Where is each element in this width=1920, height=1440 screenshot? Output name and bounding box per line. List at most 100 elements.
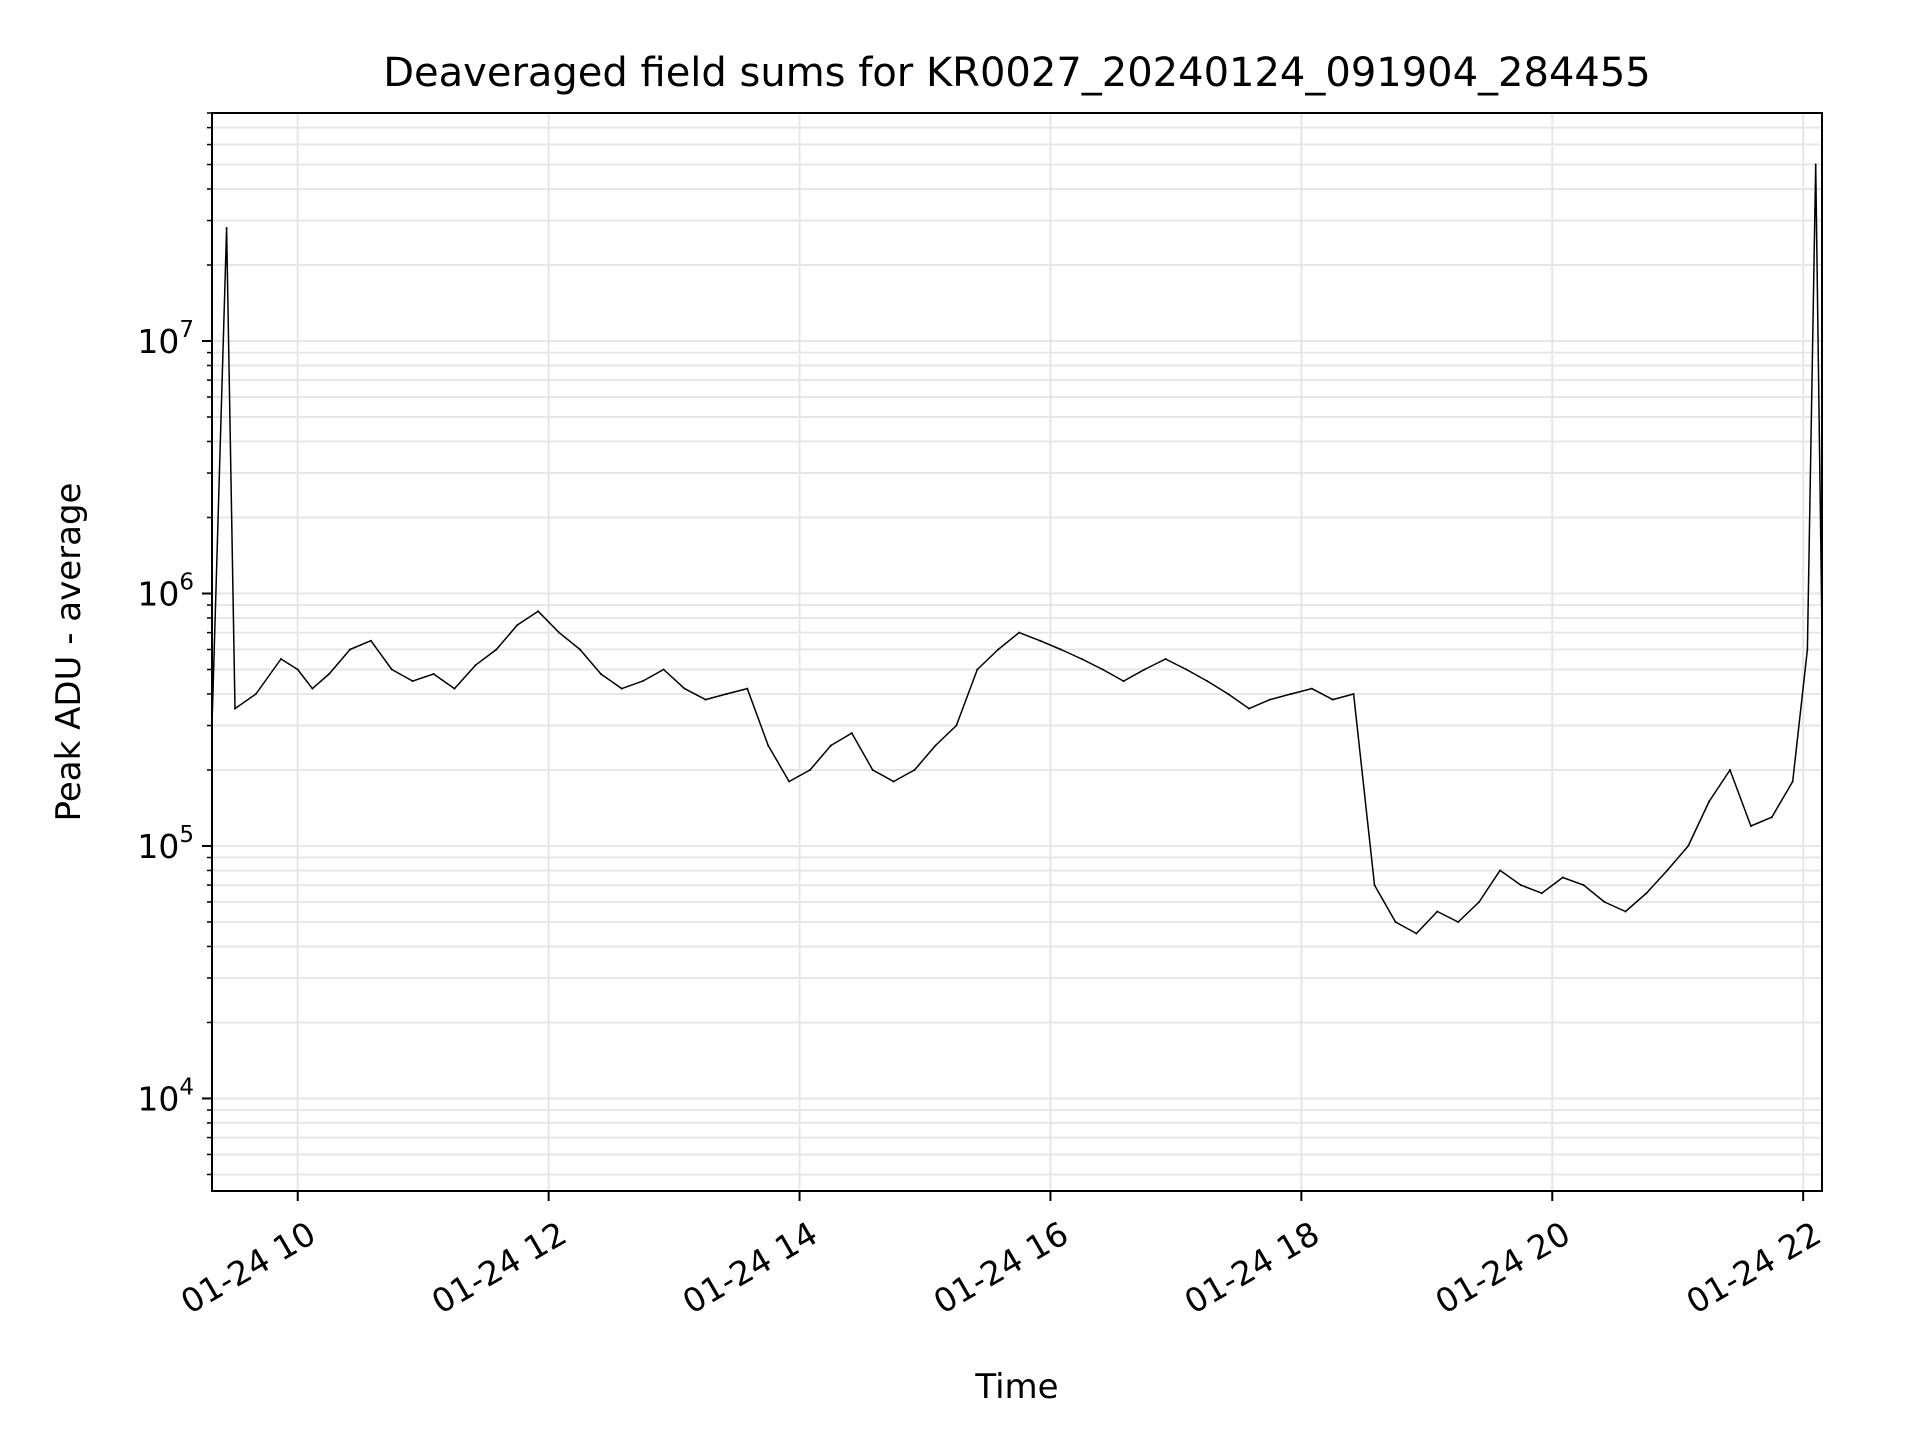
x-tick-label: 01-24 18 xyxy=(1178,1214,1326,1322)
y-tick-label: 106 xyxy=(137,569,194,613)
data-point xyxy=(254,693,257,695)
data-point xyxy=(1122,680,1125,683)
data-point xyxy=(1582,884,1585,887)
data-point xyxy=(280,658,282,660)
x-tick-label: 01-24 12 xyxy=(425,1214,573,1322)
y-tick-label: 104 xyxy=(137,1074,194,1118)
y-tick-exponent: 7 xyxy=(179,317,194,343)
data-point xyxy=(1708,800,1711,803)
data-point xyxy=(1436,910,1439,913)
y-tick-base: 10 xyxy=(137,1079,179,1118)
x-tick-label: 01-24 10 xyxy=(174,1214,322,1322)
y-tick-label: 107 xyxy=(137,317,194,361)
ticks: 01-24 10 01-24 12 01-24 14 01-24 16 01-24 18… xyxy=(137,112,1828,1322)
data-point xyxy=(579,648,581,651)
data-point xyxy=(662,668,665,671)
data-point xyxy=(788,780,791,783)
data-point xyxy=(369,639,372,642)
data-point xyxy=(1373,884,1376,887)
data-point xyxy=(955,724,958,727)
y-tick-exponent: 6 xyxy=(179,569,194,595)
data-point xyxy=(683,687,686,690)
data-point xyxy=(1039,639,1041,642)
plot-area xyxy=(211,163,1823,935)
data-point xyxy=(976,668,979,671)
data-point xyxy=(1645,892,1648,895)
y-tick-base: 10 xyxy=(137,322,179,361)
y-tick-base: 10 xyxy=(137,827,179,866)
y-tick-label: 105 xyxy=(137,822,194,866)
data-point xyxy=(1227,693,1230,695)
data-point xyxy=(1729,769,1731,771)
data-point xyxy=(641,680,644,683)
data-point xyxy=(829,744,832,747)
data-point xyxy=(311,687,314,690)
data-point xyxy=(1206,680,1209,683)
y-tick-base: 10 xyxy=(137,574,179,613)
data-point xyxy=(516,624,519,626)
data-point xyxy=(620,687,623,690)
data-point xyxy=(1248,707,1251,710)
data-point xyxy=(809,769,811,771)
data-point xyxy=(349,648,351,651)
data-point xyxy=(296,668,299,671)
series-line xyxy=(211,163,1823,935)
data-point xyxy=(474,664,477,667)
data-point xyxy=(1059,648,1062,651)
data-point xyxy=(234,707,236,710)
data-point xyxy=(1289,693,1292,695)
data-point xyxy=(328,673,331,675)
data-point xyxy=(1164,658,1167,660)
data-point xyxy=(1749,825,1752,827)
x-tick-label: 01-24 20 xyxy=(1429,1214,1577,1322)
data-point xyxy=(1101,668,1104,671)
data-point xyxy=(1814,163,1817,166)
data-point xyxy=(1269,698,1271,701)
data-point xyxy=(1415,932,1418,935)
data-point xyxy=(704,698,707,701)
data-point xyxy=(1666,869,1669,872)
data-point xyxy=(1457,921,1460,923)
data-point xyxy=(997,648,1000,651)
x-tick-label: 01-24 22 xyxy=(1680,1214,1828,1322)
data-point xyxy=(453,687,456,690)
data-point xyxy=(1770,816,1773,819)
data-point xyxy=(411,680,414,683)
y-tick-exponent: 5 xyxy=(179,822,194,848)
data-point xyxy=(934,744,937,747)
data-point xyxy=(1080,658,1083,660)
data-point xyxy=(850,732,853,735)
data-point xyxy=(495,648,498,651)
data-point xyxy=(1499,869,1501,872)
y-tick-exponent: 4 xyxy=(179,1074,194,1100)
data-point xyxy=(1806,648,1809,651)
y-axis-label: Peak ADU - average xyxy=(49,483,89,822)
chart-title: Deaveraged field sums for KR0027_2024012… xyxy=(383,50,1651,96)
data-point xyxy=(1561,876,1564,879)
data-point xyxy=(913,769,916,771)
data-point xyxy=(537,610,540,613)
x-tick-label: 01-24 16 xyxy=(927,1214,1075,1322)
data-point xyxy=(1791,780,1794,783)
data-point xyxy=(1310,687,1313,690)
data-point xyxy=(1687,845,1690,847)
data-point xyxy=(1331,698,1334,701)
data-point xyxy=(871,769,874,771)
data-point xyxy=(1185,668,1188,671)
data-point xyxy=(1624,910,1627,913)
axes-frame xyxy=(211,112,1823,1192)
data-point xyxy=(746,687,749,690)
data-point xyxy=(1352,693,1355,695)
data-point xyxy=(725,693,728,695)
data-point xyxy=(225,227,228,230)
data-point xyxy=(892,780,895,783)
data-point xyxy=(390,668,393,671)
data-point xyxy=(1018,631,1021,634)
x-tick-label: 01-24 14 xyxy=(676,1214,824,1322)
data-point xyxy=(432,673,435,675)
data-point xyxy=(1603,901,1606,903)
data-point xyxy=(1394,921,1397,923)
grid xyxy=(212,112,1822,1191)
